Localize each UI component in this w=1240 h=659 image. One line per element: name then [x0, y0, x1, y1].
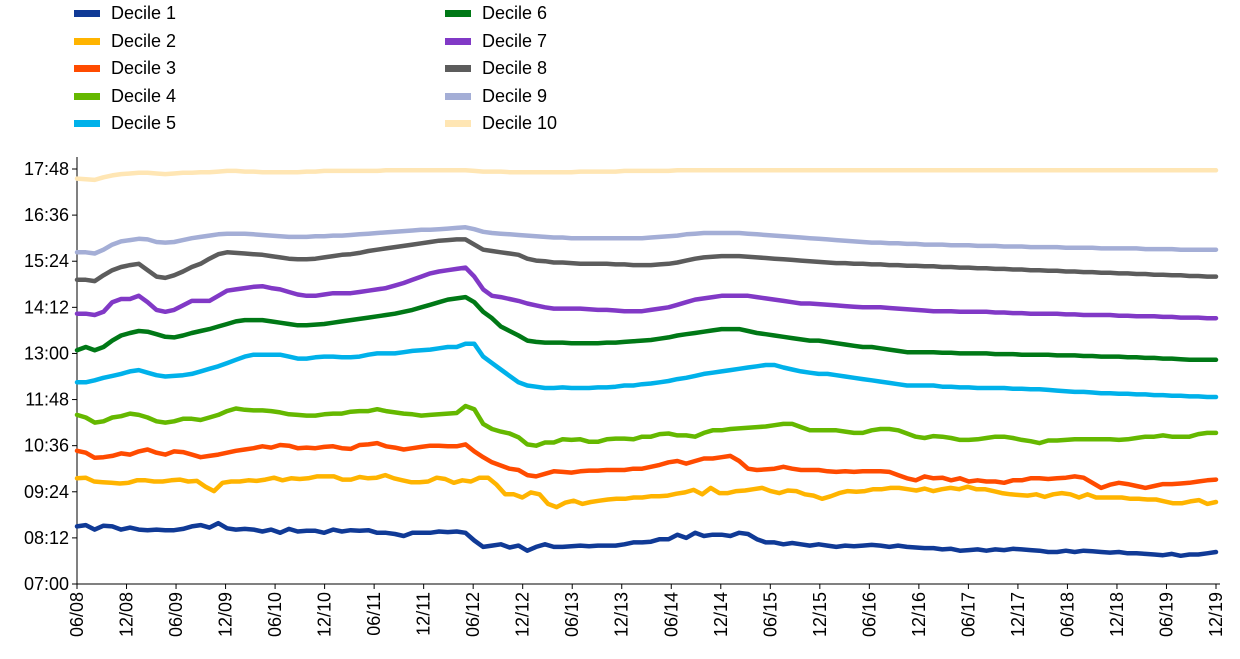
legend-item-decile-8: Decile 8 [445, 55, 547, 82]
y-tick-label: 09:24 [24, 482, 69, 502]
legend-label: Decile 10 [482, 113, 558, 134]
legend-item-decile-5: Decile 5 [74, 110, 176, 137]
legend-swatch [74, 10, 100, 17]
legend-label: Decile 1 [111, 3, 177, 23]
legend-label: Decile 8 [482, 58, 548, 79]
series-line-decile-5 [74, 341, 1219, 400]
y-tick-label: 15:24 [24, 251, 69, 271]
legend-label: Decile 2 [111, 30, 177, 51]
series-line-decile-9 [74, 225, 1219, 256]
y-tick-label: 17:48 [24, 159, 69, 179]
legend-item-decile-9: Decile 9 [445, 83, 547, 110]
series-line-decile-2 [74, 472, 1219, 510]
x-tick-label: 12/18 [1107, 592, 1127, 637]
legend-swatch [445, 10, 471, 17]
x-tick-label: 06/17 [958, 592, 978, 637]
legend-swatch [445, 37, 471, 45]
x-tick-label: 12/17 [1008, 592, 1028, 637]
series-line-decile-7 [74, 265, 1219, 321]
legend-swatch [445, 65, 471, 73]
x-tick-label: 12/09 [216, 592, 236, 637]
x-tick-label: 06/09 [166, 592, 186, 637]
legend-swatch [74, 92, 100, 100]
x-tick-label: 06/13 [562, 592, 582, 637]
series-line-decile-8 [74, 237, 1219, 284]
x-tick-label: 06/15 [760, 592, 780, 637]
y-tick-label: 08:12 [24, 528, 69, 548]
x-tick-label: 06/10 [265, 592, 285, 637]
x-tick-label: 12/13 [612, 592, 632, 637]
x-tick-label: 06/16 [859, 592, 879, 637]
legend-label: Decile 4 [111, 85, 177, 106]
legend-item-decile-2: Decile 2 [74, 28, 176, 55]
x-tick-label: 12/12 [513, 592, 533, 637]
y-tick-label: 10:36 [24, 436, 69, 456]
legend-swatch [74, 37, 100, 45]
x-tick-label: 12/08 [117, 592, 137, 637]
x-tick-label: 06/08 [67, 592, 87, 637]
y-tick-label: 13:00 [24, 343, 69, 363]
legend-swatch [74, 120, 100, 128]
legend-swatch [445, 120, 471, 128]
legend-item-decile-10: Decile 10 [445, 110, 557, 137]
series-line-decile-3 [74, 440, 1219, 491]
legend-item-decile-4: Decile 4 [74, 83, 176, 110]
x-tick-label: 06/11 [364, 592, 384, 636]
x-tick-label: 06/14 [661, 592, 681, 637]
x-tick-label: 12/11 [414, 592, 434, 636]
x-tick-label: 12/14 [711, 592, 731, 637]
legend-item-decile-6: Decile 6 [445, 0, 547, 27]
y-tick-label: 07:00 [24, 574, 69, 594]
x-tick-label: 06/12 [463, 592, 483, 637]
legend-swatch [445, 92, 471, 100]
legend-item-decile-3: Decile 3 [74, 55, 176, 82]
series-line-decile-10 [74, 168, 1219, 183]
legend-item-decile-1: Decile 1 [74, 0, 176, 27]
legend: Decile 1 Decile 2 Decile 3 Decile 4 Decile 5… [74, 0, 674, 140]
x-tick-label: 12/16 [909, 592, 929, 637]
legend-swatch [74, 65, 100, 73]
series-line-decile-4 [74, 403, 1219, 448]
x-tick-label: 06/18 [1057, 592, 1077, 637]
series-line-decile-1 [74, 520, 1219, 559]
legend-item-decile-7: Decile 7 [445, 28, 547, 55]
y-tick-label: 16:36 [24, 205, 69, 225]
legend-label: Decile 5 [111, 113, 177, 134]
x-tick-label: 12/19 [1206, 592, 1226, 637]
y-tick-label: 11:48 [25, 390, 69, 410]
legend-label: Decile 3 [111, 58, 177, 79]
x-tick-label: 12/15 [810, 592, 830, 637]
legend-label: Decile 9 [482, 85, 548, 106]
x-tick-label: 12/10 [315, 592, 335, 637]
series-line-decile-6 [74, 294, 1219, 363]
legend-label: Decile 6 [482, 3, 548, 23]
x-tick-label: 06/19 [1156, 592, 1176, 637]
y-tick-label: 14:12 [24, 297, 69, 317]
legend-label: Decile 7 [482, 30, 548, 51]
